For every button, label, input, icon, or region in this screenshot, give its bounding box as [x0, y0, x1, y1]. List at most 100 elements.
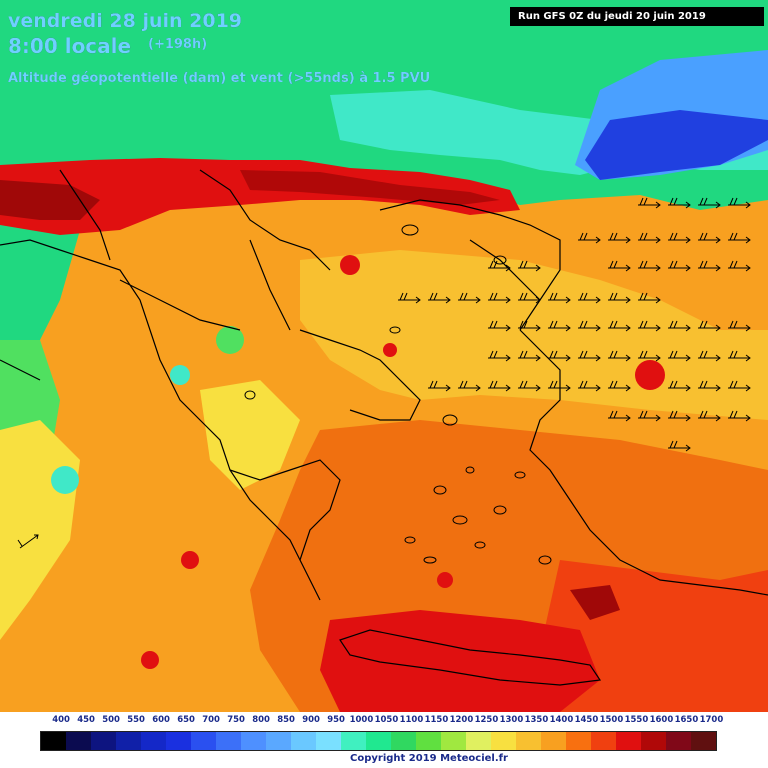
wind-barb [728, 260, 751, 272]
color-swatch [141, 732, 166, 750]
wind-barb [638, 320, 661, 332]
wind-barb [548, 380, 571, 392]
color-swatch [341, 732, 366, 750]
wind-barb [578, 320, 601, 332]
field-spot-green [51, 466, 79, 494]
wind-barb [638, 292, 661, 304]
color-swatch [591, 732, 616, 750]
wind-barb [608, 380, 631, 392]
field-red-band [0, 158, 520, 235]
wind-barb [698, 410, 721, 422]
color-swatch [491, 732, 516, 750]
wind-barb [488, 350, 511, 362]
wind-barb [608, 410, 631, 422]
field-spot-green [216, 326, 244, 354]
legend-value-label: 1650 [674, 715, 699, 725]
wind-barb [518, 320, 541, 332]
wind-barb [428, 380, 451, 392]
color-swatch [266, 732, 291, 750]
legend-value-label: 1050 [374, 715, 399, 725]
wind-barb [728, 380, 751, 392]
wind-barb [518, 260, 541, 272]
wind-barb [488, 380, 511, 392]
wind-barb [428, 292, 451, 304]
field-spot-red [383, 343, 397, 357]
legend-value-label: 900 [302, 715, 320, 725]
wind-barb [458, 292, 481, 304]
legend-value-label: 1400 [549, 715, 574, 725]
wind-barb [728, 350, 751, 362]
field-spot-red [635, 360, 665, 390]
wind-barb [578, 292, 601, 304]
color-swatch [466, 732, 491, 750]
legend-value-label: 1150 [424, 715, 449, 725]
color-swatch [391, 732, 416, 750]
wind-barb [668, 350, 691, 362]
color-swatch [316, 732, 341, 750]
color-swatch [166, 732, 191, 750]
wind-barb [638, 232, 661, 244]
wind-barb [638, 197, 661, 209]
legend-value-label: 450 [77, 715, 95, 725]
wind-barb [608, 320, 631, 332]
field-spot-red [181, 551, 199, 569]
date-label: vendredi 28 juin 2019 [8, 10, 243, 32]
field-spot-red [437, 572, 453, 588]
legend-value-label: 1250 [474, 715, 499, 725]
wind-barb [698, 350, 721, 362]
color-swatch [541, 732, 566, 750]
color-swatch [191, 732, 216, 750]
wind-barb [17, 534, 39, 549]
legend-value-label: 1200 [449, 715, 474, 725]
wind-barb [698, 320, 721, 332]
parameter-label: Altitude géopotentielle (dam) et vent (>… [8, 71, 431, 86]
color-swatch [616, 732, 641, 750]
wind-barb [488, 320, 511, 332]
wind-barb [608, 350, 631, 362]
field-spot-red [340, 255, 360, 275]
wind-barb [728, 197, 751, 209]
legend-value-label: 800 [252, 715, 270, 725]
legend-value-label: 850 [277, 715, 295, 725]
legend-value-label: 1350 [524, 715, 549, 725]
wind-barb [488, 292, 511, 304]
wind-barb [578, 350, 601, 362]
wind-barb [728, 410, 751, 422]
color-swatch [41, 732, 66, 750]
wind-barb [638, 350, 661, 362]
legend-labels: 400 450 500 550 600 650 700 750 800 850 900 950 1000… [40, 715, 730, 727]
wind-barb [518, 292, 541, 304]
legend-value-label: 1450 [574, 715, 599, 725]
wind-barb [668, 380, 691, 392]
wind-barb [668, 232, 691, 244]
run-info-badge: Run GFS 0Z du jeudi 20 juin 2019 [510, 7, 764, 26]
wind-barb [608, 292, 631, 304]
color-swatch [291, 732, 316, 750]
legend-value-label: 600 [152, 715, 170, 725]
legend-value-label: 1600 [649, 715, 674, 725]
color-swatch [416, 732, 441, 750]
legend-value-label: 1550 [624, 715, 649, 725]
legend-value-label: 1700 [699, 715, 724, 725]
wind-barb [458, 380, 481, 392]
legend-value-label: 1100 [399, 715, 424, 725]
islands [244, 224, 552, 565]
wind-barb [578, 232, 601, 244]
wind-barb [668, 440, 691, 452]
wind-barb [488, 260, 511, 272]
field-red-south [320, 610, 600, 712]
wind-barb [548, 320, 571, 332]
wind-barb [518, 380, 541, 392]
wind-barb [638, 410, 661, 422]
coastlines [0, 169, 768, 686]
color-swatch [516, 732, 541, 750]
wind-barb [698, 380, 721, 392]
field-darkred-band [0, 180, 100, 220]
color-swatch [641, 732, 666, 750]
wind-barb [698, 197, 721, 209]
copyright-label: Copyright 2019 Meteociel.fr [350, 753, 508, 764]
wind-barb [668, 197, 691, 209]
legend-value-label: 400 [52, 715, 70, 725]
